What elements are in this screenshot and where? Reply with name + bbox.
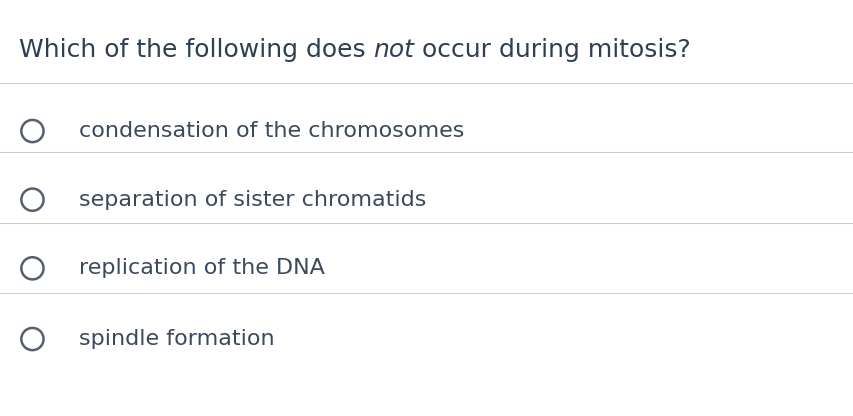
- Text: spindle formation: spindle formation: [78, 329, 274, 349]
- Text: separation of sister chromatids: separation of sister chromatids: [78, 190, 426, 210]
- Text: condensation of the chromosomes: condensation of the chromosomes: [78, 121, 463, 141]
- Text: occur during mitosis?: occur during mitosis?: [414, 38, 690, 62]
- Text: Which of the following does: Which of the following does: [19, 38, 373, 62]
- Text: not: not: [373, 38, 414, 62]
- Text: replication of the DNA: replication of the DNA: [78, 258, 324, 278]
